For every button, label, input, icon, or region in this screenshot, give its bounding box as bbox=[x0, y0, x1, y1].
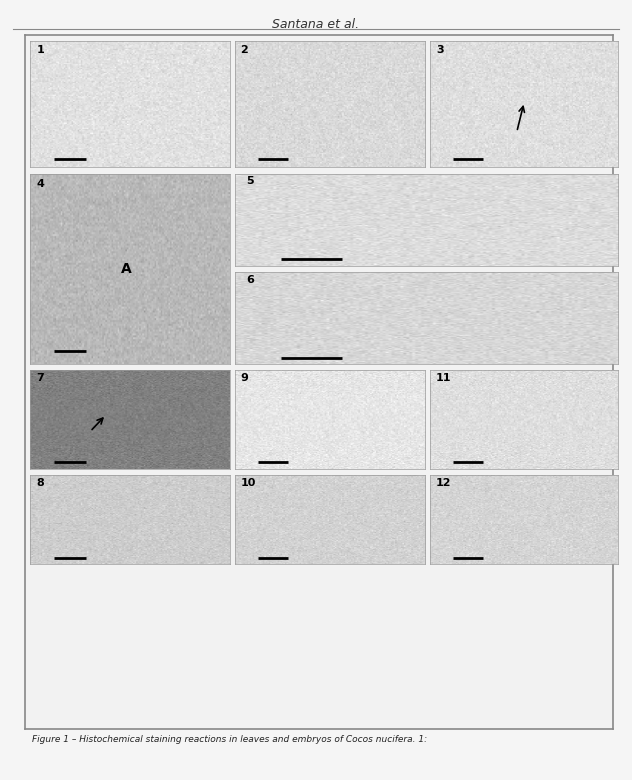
Text: 11: 11 bbox=[436, 373, 451, 383]
Text: 10: 10 bbox=[240, 478, 256, 488]
Text: 8: 8 bbox=[36, 478, 44, 488]
Text: 1: 1 bbox=[36, 45, 44, 55]
Text: 6: 6 bbox=[246, 275, 254, 285]
Text: Figure 1 – Histochemical staining reactions in leaves and embryos of Cocos nucif: Figure 1 – Histochemical staining reacti… bbox=[32, 735, 427, 744]
Text: 7: 7 bbox=[36, 373, 44, 383]
Text: A: A bbox=[121, 262, 131, 276]
Text: 12: 12 bbox=[436, 478, 451, 488]
Text: 9: 9 bbox=[240, 373, 248, 383]
Text: 2: 2 bbox=[240, 45, 248, 55]
Text: 3: 3 bbox=[436, 45, 444, 55]
Text: 5: 5 bbox=[246, 176, 254, 186]
Text: 4: 4 bbox=[36, 179, 44, 190]
Text: Santana et al.: Santana et al. bbox=[272, 18, 360, 31]
